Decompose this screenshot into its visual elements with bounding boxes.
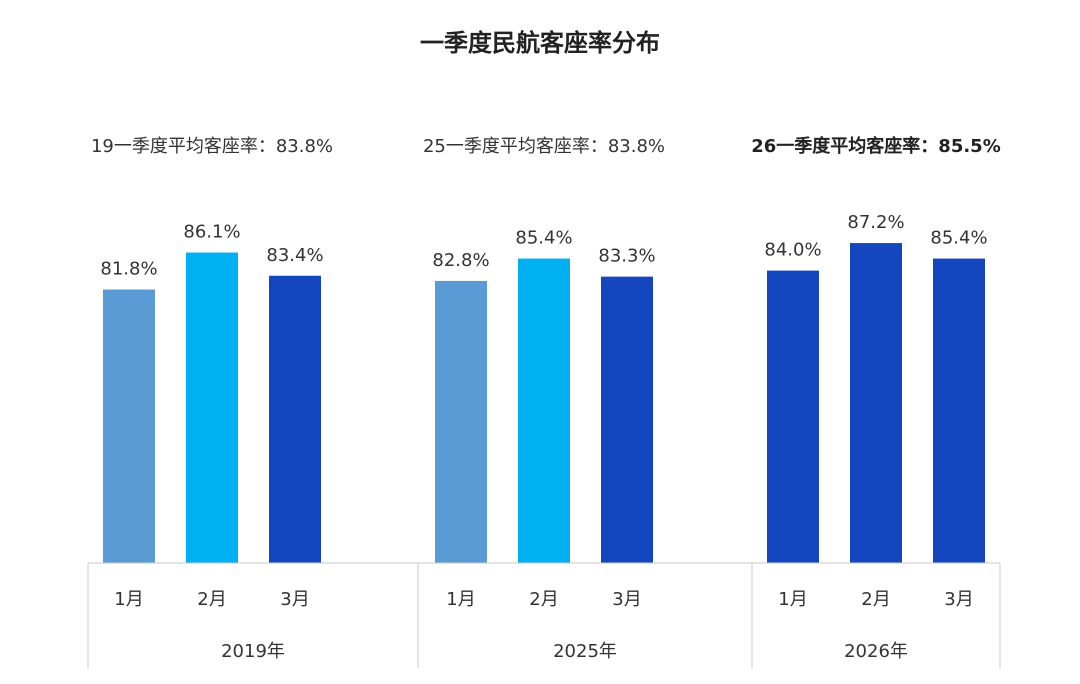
value-label: 82.8%: [432, 250, 489, 271]
group-label: 2025年: [553, 641, 617, 662]
bar: [186, 252, 238, 564]
group-label: 2019年: [221, 641, 285, 662]
value-label: 83.4%: [266, 245, 323, 266]
value-label: 85.4%: [930, 228, 987, 249]
x-tick-label: 3月: [944, 589, 973, 610]
group-note: 26一季度平均客座率：85.5%: [751, 135, 1001, 157]
value-label: 87.2%: [847, 212, 904, 233]
x-tick-label: 1月: [778, 589, 807, 610]
x-tick-label: 2月: [861, 589, 890, 610]
value-label: 84.0%: [764, 240, 821, 261]
bar: [601, 276, 653, 563]
x-tick-label: 2月: [529, 589, 558, 610]
value-label: 83.3%: [598, 246, 655, 267]
bar: [269, 275, 321, 563]
chart-title: 一季度民航客座率分布: [420, 29, 660, 57]
group-note: 25一季度平均客座率：83.8%: [423, 136, 665, 157]
bar: [850, 243, 902, 563]
x-tick-label: 1月: [114, 589, 143, 610]
value-label: 85.4%: [515, 228, 572, 249]
group-label: 2026年: [844, 641, 908, 662]
bar: [435, 280, 487, 563]
x-tick-label: 3月: [612, 589, 641, 610]
value-label: 81.8%: [100, 259, 157, 280]
x-tick-label: 1月: [446, 589, 475, 610]
value-label: 86.1%: [183, 222, 240, 243]
bar: [767, 270, 819, 563]
group-note: 19一季度平均客座率：83.8%: [91, 136, 333, 157]
x-tick-label: 2月: [197, 589, 226, 610]
x-tick-label: 3月: [280, 589, 309, 610]
bar: [933, 258, 985, 563]
bar: [518, 258, 570, 563]
bar: [103, 289, 155, 563]
